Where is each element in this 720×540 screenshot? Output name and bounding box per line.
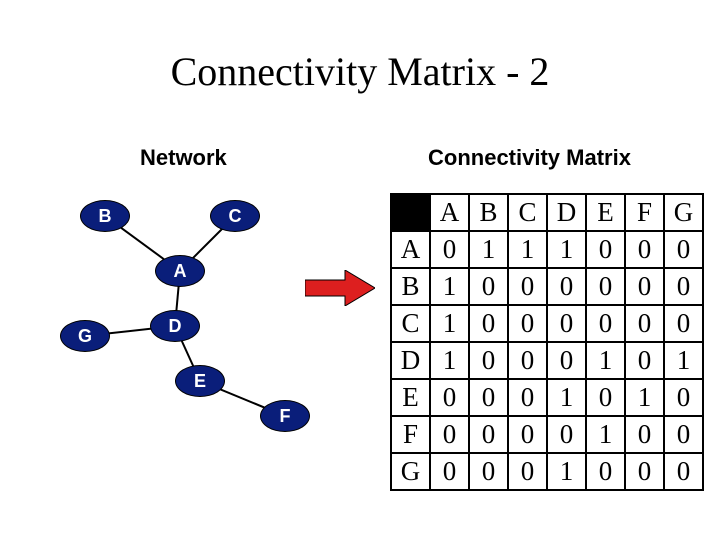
matrix-cell: 0	[664, 379, 703, 416]
matrix-cell: 0	[508, 342, 547, 379]
matrix-cell: 0	[430, 231, 469, 268]
matrix-cell: 1	[508, 231, 547, 268]
row-header: F	[391, 416, 430, 453]
network-subtitle: Network	[140, 145, 227, 171]
node-b: B	[80, 200, 130, 232]
matrix-cell: 0	[469, 305, 508, 342]
matrix-cell: 0	[625, 268, 664, 305]
matrix-cell: 0	[664, 231, 703, 268]
matrix-cell: 0	[469, 268, 508, 305]
matrix-cell: 0	[508, 305, 547, 342]
matrix-cell: 0	[664, 416, 703, 453]
matrix-cell: 0	[508, 453, 547, 490]
matrix-cell: 0	[547, 416, 586, 453]
matrix-corner	[391, 194, 430, 231]
row-header: B	[391, 268, 430, 305]
col-header: C	[508, 194, 547, 231]
row-header: G	[391, 453, 430, 490]
node-f: F	[260, 400, 310, 432]
col-header: D	[547, 194, 586, 231]
matrix-cell: 0	[664, 305, 703, 342]
matrix-cell: 0	[430, 416, 469, 453]
matrix-cell: 0	[625, 416, 664, 453]
matrix-cell: 1	[547, 231, 586, 268]
matrix-cell: 0	[586, 453, 625, 490]
node-a: A	[155, 255, 205, 287]
node-d: D	[150, 310, 200, 342]
row-header: E	[391, 379, 430, 416]
matrix-cell: 0	[508, 416, 547, 453]
matrix-cell: 1	[430, 268, 469, 305]
matrix-cell: 0	[586, 231, 625, 268]
page-title: Connectivity Matrix - 2	[0, 48, 720, 95]
matrix-cell: 0	[625, 342, 664, 379]
matrix-cell: 0	[625, 231, 664, 268]
row-header: C	[391, 305, 430, 342]
col-header: F	[625, 194, 664, 231]
col-header: B	[469, 194, 508, 231]
matrix-cell: 1	[430, 342, 469, 379]
matrix-cell: 0	[469, 379, 508, 416]
network-diagram: B CA G DE F	[60, 190, 320, 470]
arrow-icon	[305, 270, 375, 311]
matrix-cell: 1	[547, 379, 586, 416]
matrix-cell: 1	[664, 342, 703, 379]
matrix-cell: 0	[625, 453, 664, 490]
matrix-cell: 0	[469, 342, 508, 379]
matrix-cell: 0	[469, 416, 508, 453]
row-header: A	[391, 231, 430, 268]
matrix-subtitle: Connectivity Matrix	[428, 145, 631, 171]
node-e: E	[175, 365, 225, 397]
matrix-cell: 0	[508, 379, 547, 416]
col-header: E	[586, 194, 625, 231]
matrix-cell: 0	[625, 305, 664, 342]
node-c: C	[210, 200, 260, 232]
matrix-cell: 1	[430, 305, 469, 342]
col-header: A	[430, 194, 469, 231]
matrix-cell: 1	[586, 342, 625, 379]
matrix-cell: 0	[547, 305, 586, 342]
node-g: G	[60, 320, 110, 352]
matrix-cell: 0	[547, 268, 586, 305]
col-header: G	[664, 194, 703, 231]
matrix-cell: 0	[430, 453, 469, 490]
connectivity-matrix-table: ABCDEFGA0111000B1000000C1000000D1000101E…	[390, 193, 704, 491]
matrix-cell: 0	[664, 453, 703, 490]
matrix-cell: 0	[586, 305, 625, 342]
matrix-cell: 0	[664, 268, 703, 305]
matrix-cell: 1	[469, 231, 508, 268]
matrix-cell: 1	[586, 416, 625, 453]
matrix-cell: 0	[430, 379, 469, 416]
row-header: D	[391, 342, 430, 379]
matrix-cell: 0	[469, 453, 508, 490]
matrix-cell: 0	[508, 268, 547, 305]
matrix-cell: 0	[586, 268, 625, 305]
matrix-cell: 1	[625, 379, 664, 416]
matrix-cell: 0	[586, 379, 625, 416]
matrix-cell: 1	[547, 453, 586, 490]
matrix-cell: 0	[547, 342, 586, 379]
